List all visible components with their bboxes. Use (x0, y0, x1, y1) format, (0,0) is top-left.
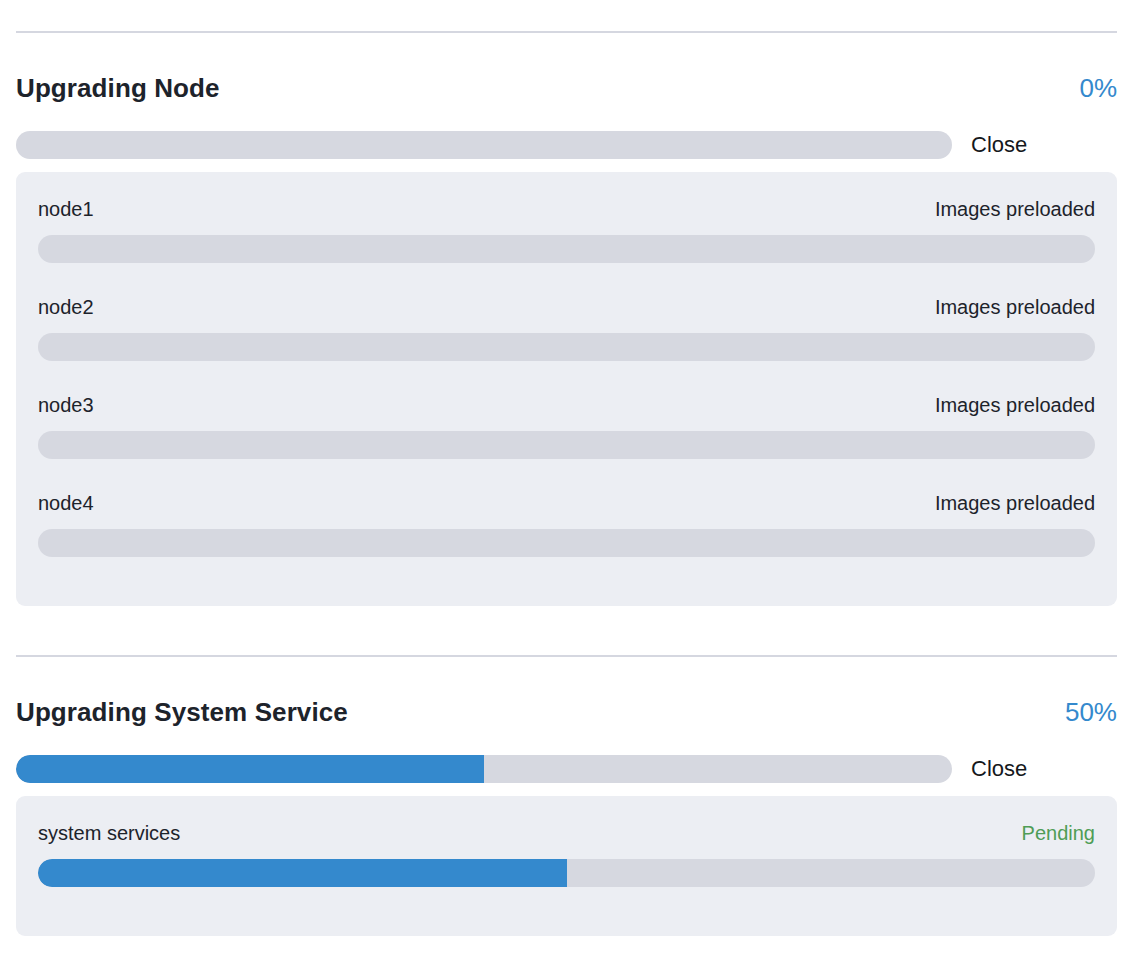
row-header: node1 Images preloaded (38, 196, 1095, 222)
row-header: system services Pending (38, 820, 1095, 846)
node-progress-bar (38, 235, 1095, 263)
upgrade-progress-page: Upgrading Node 0% Close node1 Images pre… (0, 0, 1132, 970)
overall-percent-label: 50% (1065, 695, 1117, 730)
upgrading-system-service-section: Upgrading System Service 50% Close syste… (16, 695, 1117, 936)
node-name: node1 (38, 196, 94, 222)
close-button[interactable]: Close (971, 755, 1027, 783)
section-divider (16, 31, 1117, 33)
row-header: node2 Images preloaded (38, 294, 1095, 320)
node-status: Images preloaded (935, 294, 1095, 320)
overall-progress-bar (16, 755, 952, 783)
section-divider (16, 655, 1117, 657)
service-name: system services (38, 820, 180, 846)
overall-progress-row: Close (16, 131, 1117, 159)
section-title: Upgrading System Service (16, 695, 348, 730)
node-name: node4 (38, 490, 94, 516)
service-status: Pending (1022, 820, 1095, 846)
node-status: Images preloaded (935, 490, 1095, 516)
node-progress-row: node1 Images preloaded (38, 196, 1095, 263)
service-progress-bar (38, 859, 1095, 887)
close-button[interactable]: Close (971, 131, 1027, 159)
service-progress-fill (38, 859, 567, 887)
service-progress-row: system services Pending (38, 820, 1095, 887)
node-progress-bar (38, 431, 1095, 459)
node-status: Images preloaded (935, 392, 1095, 418)
overall-progress-row: Close (16, 755, 1117, 783)
overall-percent-label: 0% (1079, 71, 1117, 106)
node-progress-bar (38, 333, 1095, 361)
node-progress-row: node2 Images preloaded (38, 294, 1095, 361)
node-progress-bar (38, 529, 1095, 557)
section-header: Upgrading System Service 50% (16, 695, 1117, 730)
node-progress-row: node3 Images preloaded (38, 392, 1095, 459)
row-header: node4 Images preloaded (38, 490, 1095, 516)
node-progress-row: node4 Images preloaded (38, 490, 1095, 557)
section-title: Upgrading Node (16, 71, 220, 106)
system-service-panel: system services Pending (16, 796, 1117, 936)
upgrading-node-section: Upgrading Node 0% Close node1 Images pre… (16, 71, 1117, 606)
node-status: Images preloaded (935, 196, 1095, 222)
overall-progress-bar (16, 131, 952, 159)
overall-progress-fill (16, 755, 484, 783)
section-header: Upgrading Node 0% (16, 71, 1117, 106)
node-progress-panel: node1 Images preloaded node2 Images prel… (16, 172, 1117, 606)
node-name: node2 (38, 294, 94, 320)
node-name: node3 (38, 392, 94, 418)
row-header: node3 Images preloaded (38, 392, 1095, 418)
